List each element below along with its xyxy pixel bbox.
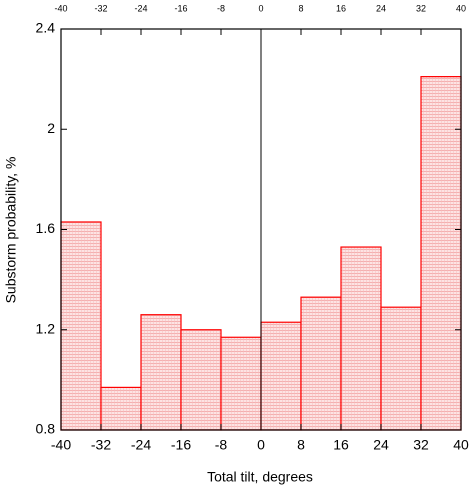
- y-tick-label: 0.8: [36, 421, 56, 437]
- x-tick-label-top: -16: [174, 3, 187, 13]
- x-tick-label-top: 8: [298, 3, 303, 13]
- y-tick-label: 2: [47, 120, 55, 136]
- x-tick-label-top: 0: [258, 3, 263, 13]
- bar: [60, 221, 102, 431]
- y-axis-label: Substorm probability, %: [3, 157, 19, 304]
- x-tick-label: 24: [373, 437, 389, 453]
- bar: [100, 386, 142, 431]
- x-axis-label: Total tilt, degrees: [207, 469, 313, 485]
- x-tick-label: 32: [413, 437, 429, 453]
- bar: [420, 76, 462, 431]
- bar: [380, 306, 422, 431]
- x-tick-label-top: 32: [416, 3, 426, 13]
- y-tick-label: 1.6: [36, 220, 56, 236]
- bar: [180, 329, 222, 431]
- x-tick-label: -40: [51, 437, 71, 453]
- x-tick-label: 8: [297, 437, 305, 453]
- x-tick-label-top: -8: [217, 3, 225, 13]
- x-tick-label-top: -32: [94, 3, 107, 13]
- x-tick-label: -32: [91, 437, 111, 453]
- x-tick-label: 16: [333, 437, 349, 453]
- x-tick-label: -24: [131, 437, 151, 453]
- x-tick-label-top: -40: [54, 3, 67, 13]
- bar: [220, 336, 262, 431]
- x-tick-label-top: 40: [456, 3, 466, 13]
- x-tick-label-top: -24: [134, 3, 147, 13]
- y-tick-label: 2.4: [36, 20, 56, 36]
- x-tick-label: 40: [453, 437, 469, 453]
- x-tick-label: -8: [215, 437, 228, 453]
- bar: [260, 321, 302, 431]
- x-tick-label-top: 16: [336, 3, 346, 13]
- bar: [340, 246, 382, 431]
- x-tick-label-top: 24: [376, 3, 386, 13]
- y-tick-label: 1.2: [36, 320, 56, 336]
- x-tick-label: 0: [257, 437, 265, 453]
- bar: [140, 314, 182, 431]
- bar: [300, 296, 342, 431]
- x-tick-label: -16: [171, 437, 191, 453]
